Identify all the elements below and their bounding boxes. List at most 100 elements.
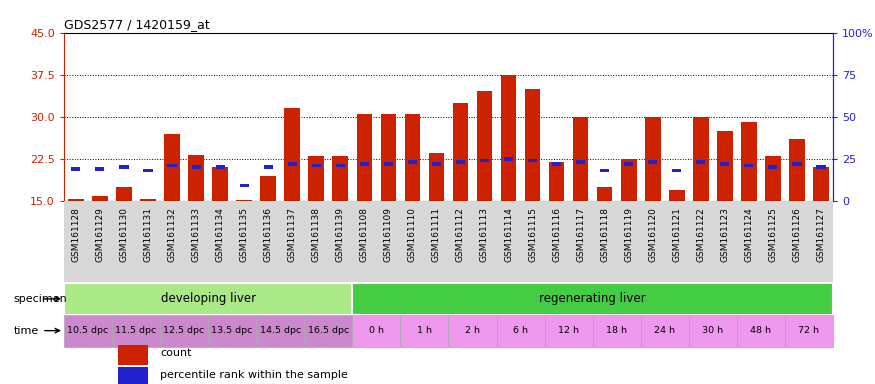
Text: 14.5 dpc: 14.5 dpc — [260, 326, 301, 335]
Text: 12 h: 12 h — [558, 326, 579, 335]
Text: GSM161126: GSM161126 — [793, 207, 802, 262]
Text: GSM161111: GSM161111 — [432, 207, 441, 262]
Bar — [213, 167, 228, 201]
Bar — [167, 164, 177, 167]
Bar — [573, 117, 589, 201]
Text: GSM161115: GSM161115 — [528, 207, 537, 262]
Text: GSM161135: GSM161135 — [240, 207, 248, 262]
Bar — [500, 74, 516, 201]
Bar — [528, 159, 537, 162]
Text: GSM161129: GSM161129 — [95, 207, 104, 262]
Text: GSM161117: GSM161117 — [576, 207, 585, 262]
Text: specimen: specimen — [14, 294, 67, 304]
Text: GSM161113: GSM161113 — [480, 207, 489, 262]
Bar — [477, 91, 493, 201]
Text: GSM161136: GSM161136 — [263, 207, 273, 262]
Bar — [356, 114, 372, 201]
Bar — [381, 114, 396, 201]
Bar — [288, 162, 297, 166]
Text: 30 h: 30 h — [703, 326, 724, 335]
Bar — [68, 199, 84, 201]
Bar — [304, 315, 353, 346]
Bar — [816, 166, 825, 169]
Bar — [432, 162, 441, 166]
Text: 16.5 dpc: 16.5 dpc — [308, 326, 349, 335]
Bar — [308, 156, 324, 201]
Bar — [693, 117, 709, 201]
Bar — [720, 162, 730, 166]
Bar — [256, 315, 304, 346]
Bar — [785, 315, 833, 346]
Bar — [768, 166, 778, 169]
Bar — [696, 160, 705, 164]
Text: 6 h: 6 h — [513, 326, 528, 335]
Text: GDS2577 / 1420159_at: GDS2577 / 1420159_at — [64, 18, 210, 31]
Text: 13.5 dpc: 13.5 dpc — [212, 326, 253, 335]
Text: GSM161120: GSM161120 — [648, 207, 657, 262]
Text: 12.5 dpc: 12.5 dpc — [164, 326, 205, 335]
Text: GSM161134: GSM161134 — [215, 207, 225, 262]
Text: developing liver: developing liver — [160, 292, 256, 305]
Text: regenerating liver: regenerating liver — [539, 292, 646, 305]
Bar — [116, 187, 132, 201]
Text: 24 h: 24 h — [654, 326, 676, 335]
Bar — [353, 283, 833, 315]
Text: GSM161118: GSM161118 — [600, 207, 609, 262]
Text: 18 h: 18 h — [606, 326, 627, 335]
Bar — [236, 200, 252, 201]
Bar — [429, 153, 444, 201]
Bar — [401, 315, 449, 346]
Text: GSM161114: GSM161114 — [504, 207, 513, 262]
Bar — [140, 199, 156, 201]
Bar — [144, 169, 152, 172]
Bar — [384, 162, 393, 166]
Text: percentile rank within the sample: percentile rank within the sample — [160, 370, 348, 380]
Text: time: time — [14, 326, 60, 336]
Bar — [284, 108, 300, 201]
Text: GSM161122: GSM161122 — [696, 207, 705, 262]
Text: GSM161123: GSM161123 — [720, 207, 730, 262]
Bar — [717, 131, 732, 201]
Bar — [669, 190, 684, 201]
Bar — [118, 345, 149, 365]
Text: GSM161108: GSM161108 — [360, 207, 369, 262]
Bar — [332, 156, 348, 201]
Bar — [525, 89, 541, 201]
Bar — [449, 315, 496, 346]
Text: 10.5 dpc: 10.5 dpc — [67, 326, 108, 335]
Bar — [640, 315, 689, 346]
Bar — [552, 162, 561, 166]
Bar — [621, 159, 636, 201]
Bar — [452, 103, 468, 201]
Bar — [215, 166, 225, 169]
Text: GSM161121: GSM161121 — [672, 207, 682, 262]
Bar — [480, 159, 489, 162]
Bar — [336, 164, 345, 167]
Bar — [592, 315, 640, 346]
Text: 48 h: 48 h — [751, 326, 772, 335]
Text: GSM161124: GSM161124 — [745, 207, 753, 262]
Bar — [504, 157, 513, 161]
Bar — [672, 169, 682, 172]
Text: GSM161130: GSM161130 — [120, 207, 129, 262]
Text: 11.5 dpc: 11.5 dpc — [116, 326, 157, 335]
Bar — [496, 315, 544, 346]
Text: GSM161139: GSM161139 — [336, 207, 345, 262]
Text: 0 h: 0 h — [369, 326, 384, 335]
Bar — [192, 166, 200, 169]
Bar — [160, 315, 208, 346]
Bar — [92, 196, 108, 201]
Bar — [549, 162, 564, 201]
Bar — [741, 122, 757, 201]
Bar — [188, 155, 204, 201]
Bar — [576, 160, 585, 164]
Bar — [360, 162, 369, 166]
Bar — [72, 167, 80, 170]
Text: GSM161137: GSM161137 — [288, 207, 297, 262]
Bar — [208, 315, 256, 346]
Bar — [793, 162, 802, 166]
Text: GSM161110: GSM161110 — [408, 207, 416, 262]
Bar — [118, 367, 149, 384]
Bar — [737, 315, 785, 346]
Bar — [119, 166, 129, 169]
